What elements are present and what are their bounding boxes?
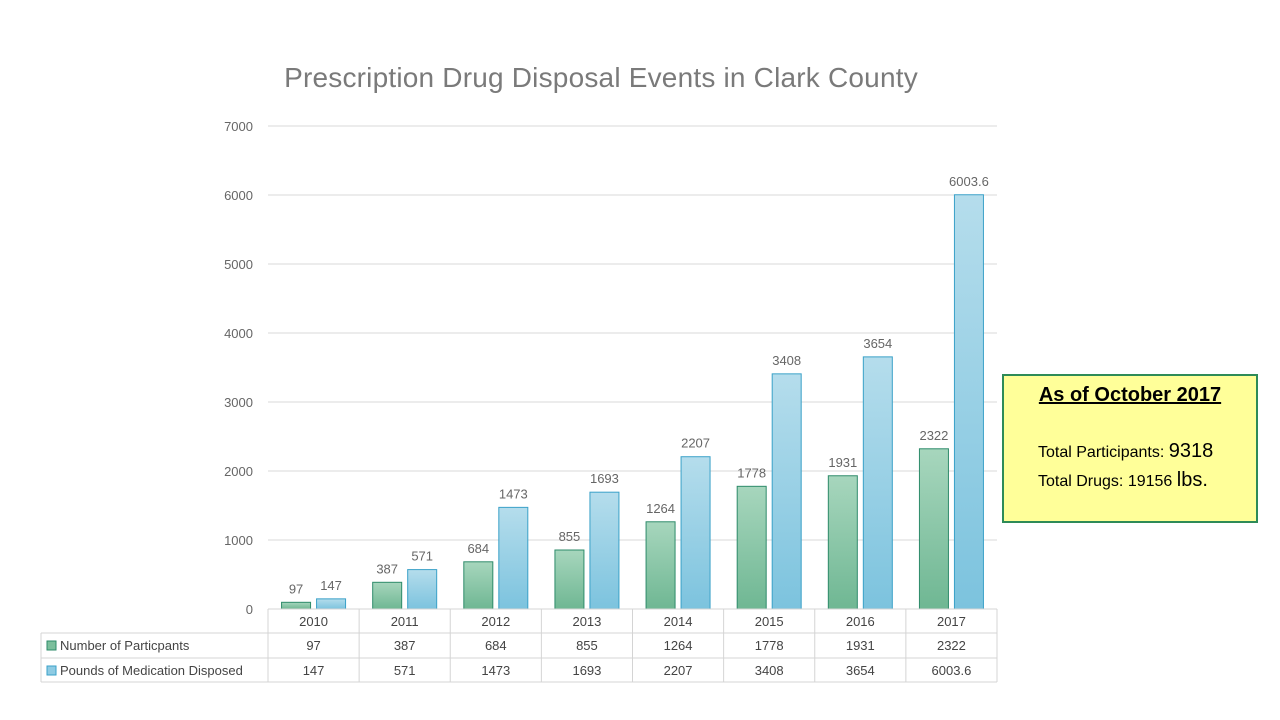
pounds-row-label: Pounds of Medication Disposed (60, 663, 243, 678)
table-cell: 571 (394, 663, 416, 678)
table-cell: 1264 (664, 638, 693, 653)
pounds-data-label-2017: 6003.6 (949, 174, 989, 189)
pounds-bar-2015 (771, 373, 802, 610)
x-category-label: 2017 (937, 614, 966, 629)
x-category-label: 2014 (664, 614, 693, 629)
participants-bar-2016 (827, 475, 858, 610)
pounds-data-label-2016: 3654 (863, 336, 892, 351)
participants-data-label-2012: 684 (467, 541, 489, 556)
table-cell: 147 (303, 663, 325, 678)
pounds-bar-2016 (862, 356, 893, 610)
participants-legend-key (46, 640, 57, 651)
y-tick-label: 7000 (224, 119, 253, 134)
table-cell: 1473 (481, 663, 510, 678)
pounds-legend-key (46, 665, 57, 676)
table-cell: 2322 (937, 638, 966, 653)
participants-row-label: Number of Particpants (60, 638, 190, 653)
participants-bar-2010 (281, 601, 312, 610)
table-cell: 855 (576, 638, 598, 653)
total-drugs-label: Total Drugs: 19156 (1038, 473, 1177, 490)
table-cell: 1693 (572, 663, 601, 678)
total-participants-label: Total Participants: (1038, 444, 1169, 461)
chart-title: Prescription Drug Disposal Events in Cla… (284, 62, 918, 93)
table-cell: 387 (394, 638, 416, 653)
table-cell: 1931 (846, 638, 875, 653)
x-category-label: 2012 (481, 614, 510, 629)
table-cell: 3408 (755, 663, 784, 678)
y-tick-label: 2000 (224, 464, 253, 479)
summary-heading: As of October 2017 (1038, 384, 1222, 406)
participants-data-label-2011: 387 (376, 561, 398, 576)
pounds-bar-2017 (953, 194, 984, 610)
pounds-bar-2012 (498, 506, 529, 610)
participants-data-label-2016: 1931 (828, 455, 857, 470)
y-tick-label: 5000 (224, 257, 253, 272)
x-category-label: 2011 (391, 614, 419, 629)
participants-bar-2011 (372, 581, 403, 610)
bars (281, 194, 984, 610)
x-category-label: 2016 (846, 614, 875, 629)
table-cell: 3654 (846, 663, 875, 678)
table-cell: 2207 (664, 663, 693, 678)
total-participants-value: 9318 (1168, 440, 1214, 462)
pounds-data-label-2010: 147 (320, 578, 342, 593)
participants-data-label-2010: 97 (289, 581, 303, 596)
table-cell: 1778 (755, 638, 784, 653)
participants-data-label-2013: 855 (559, 529, 581, 544)
total-drugs-line: Total Drugs: 19156 lbs. (1038, 469, 1208, 492)
participants-data-label-2017: 2322 (919, 428, 948, 443)
total-drugs-unit: lbs. (1176, 469, 1208, 491)
participants-data-label-2014: 1264 (646, 501, 675, 516)
participants-data-label-2015: 1778 (737, 465, 766, 480)
table-cell: 6003.6 (932, 663, 972, 678)
pounds-data-label-2013: 1693 (590, 471, 619, 486)
pounds-bar-2013 (589, 491, 620, 610)
participants-bar-2015 (736, 485, 767, 610)
x-category-label: 2015 (755, 614, 784, 629)
table-cell: 684 (485, 638, 507, 653)
pounds-bar-2010 (316, 598, 347, 610)
table-cell: 97 (306, 638, 320, 653)
pounds-data-label-2012: 1473 (499, 486, 528, 501)
summary-box: As of October 2017 Total Participants: 9… (1002, 374, 1258, 523)
pounds-bar-2011 (407, 569, 438, 610)
participants-bar-2014 (645, 521, 676, 610)
y-tick-label: 4000 (224, 326, 253, 341)
y-axis: 0 1000 2000 3000 4000 5000 6000 7000 (224, 119, 253, 617)
y-tick-label: 6000 (224, 188, 253, 203)
pounds-data-label-2011: 571 (411, 549, 433, 564)
x-category-label: 2010 (299, 614, 328, 629)
y-tick-label: 3000 (224, 395, 253, 410)
pounds-data-label-2014: 2207 (681, 436, 710, 451)
participants-bar-2017 (918, 448, 949, 610)
pounds-data-label-2015: 3408 (772, 353, 801, 368)
y-tick-label: 1000 (224, 533, 253, 548)
y-tick-label: 0 (246, 602, 253, 617)
participants-bar-2012 (463, 561, 494, 610)
x-category-label: 2013 (572, 614, 601, 629)
total-participants-line: Total Participants: 9318 (1038, 440, 1213, 463)
data-table: 2010 2011 2012 2013 2014 2015 2016 2017 Number o… (40, 608, 998, 683)
pounds-bar-2014 (680, 456, 711, 610)
participants-bar-2013 (554, 549, 585, 610)
data-labels: 97 147 387 571 684 1473 855 1693 1264 2207 1778 340… (289, 174, 989, 597)
